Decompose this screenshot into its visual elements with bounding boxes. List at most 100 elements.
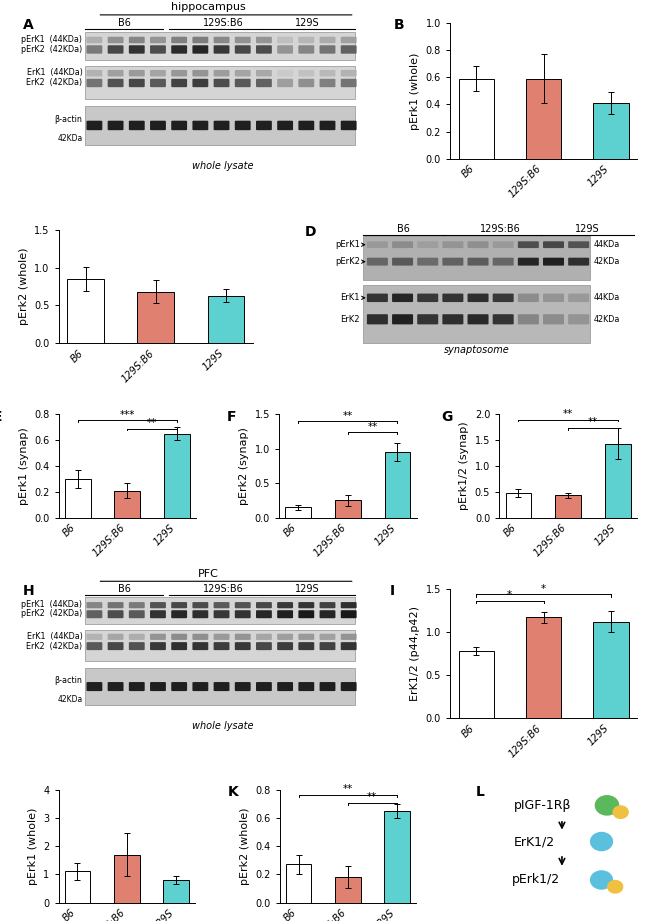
Y-axis label: pErk2 (whole): pErk2 (whole) xyxy=(240,808,250,885)
Bar xyxy=(458,651,493,718)
Y-axis label: pErk2 (synap): pErk2 (synap) xyxy=(239,427,249,505)
FancyBboxPatch shape xyxy=(171,642,187,650)
Text: 42KDa: 42KDa xyxy=(593,315,619,324)
Text: F: F xyxy=(227,410,236,425)
FancyBboxPatch shape xyxy=(320,611,335,618)
FancyBboxPatch shape xyxy=(192,37,208,43)
FancyBboxPatch shape xyxy=(417,258,438,265)
FancyBboxPatch shape xyxy=(341,45,357,53)
FancyBboxPatch shape xyxy=(367,294,388,302)
FancyBboxPatch shape xyxy=(277,79,293,87)
FancyBboxPatch shape xyxy=(86,45,102,53)
FancyBboxPatch shape xyxy=(341,37,357,43)
FancyBboxPatch shape xyxy=(150,642,166,650)
Text: B6: B6 xyxy=(118,584,131,593)
Circle shape xyxy=(595,796,619,815)
FancyBboxPatch shape xyxy=(129,70,145,76)
FancyBboxPatch shape xyxy=(298,602,314,608)
Circle shape xyxy=(608,880,623,893)
FancyBboxPatch shape xyxy=(86,611,102,618)
FancyBboxPatch shape xyxy=(214,121,229,130)
FancyBboxPatch shape xyxy=(235,79,251,87)
FancyBboxPatch shape xyxy=(171,70,187,76)
FancyBboxPatch shape xyxy=(235,37,251,43)
FancyBboxPatch shape xyxy=(320,37,335,43)
FancyBboxPatch shape xyxy=(417,294,438,302)
FancyBboxPatch shape xyxy=(108,70,124,76)
Bar xyxy=(163,880,188,903)
FancyBboxPatch shape xyxy=(320,634,335,640)
Text: pErK1  (44KDa): pErK1 (44KDa) xyxy=(21,34,83,43)
Text: **: ** xyxy=(588,417,598,427)
Y-axis label: pErk1/2 (synap): pErk1/2 (synap) xyxy=(460,422,469,510)
Bar xyxy=(114,855,140,903)
Bar xyxy=(286,865,311,903)
FancyBboxPatch shape xyxy=(367,241,388,248)
FancyBboxPatch shape xyxy=(443,241,463,248)
FancyBboxPatch shape xyxy=(518,294,539,302)
Text: I: I xyxy=(390,584,395,598)
FancyBboxPatch shape xyxy=(341,682,357,691)
FancyBboxPatch shape xyxy=(214,45,229,53)
Text: 44KDa: 44KDa xyxy=(593,293,619,302)
Bar xyxy=(85,598,355,624)
FancyBboxPatch shape xyxy=(150,37,166,43)
FancyBboxPatch shape xyxy=(150,611,166,618)
FancyBboxPatch shape xyxy=(277,70,293,76)
Bar xyxy=(65,479,90,518)
FancyBboxPatch shape xyxy=(341,642,357,650)
FancyBboxPatch shape xyxy=(129,682,145,691)
Text: K: K xyxy=(227,785,239,799)
Bar xyxy=(85,106,355,146)
FancyBboxPatch shape xyxy=(150,70,166,76)
FancyBboxPatch shape xyxy=(256,70,272,76)
Bar xyxy=(85,668,355,705)
Text: whole lysate: whole lysate xyxy=(192,721,254,730)
Bar xyxy=(605,444,630,518)
FancyBboxPatch shape xyxy=(86,37,102,43)
FancyBboxPatch shape xyxy=(235,642,251,650)
Text: whole lysate: whole lysate xyxy=(192,161,254,171)
FancyBboxPatch shape xyxy=(171,602,187,608)
FancyBboxPatch shape xyxy=(277,45,293,53)
Text: pErK2  (42KDa): pErK2 (42KDa) xyxy=(21,44,83,53)
FancyBboxPatch shape xyxy=(443,258,463,265)
Y-axis label: pErk1 (whole): pErk1 (whole) xyxy=(28,808,38,885)
FancyBboxPatch shape xyxy=(392,241,413,248)
FancyBboxPatch shape xyxy=(108,634,124,640)
FancyBboxPatch shape xyxy=(86,602,102,608)
Text: β-actin: β-actin xyxy=(55,115,83,123)
Text: E: E xyxy=(0,410,2,425)
FancyBboxPatch shape xyxy=(367,314,388,324)
FancyBboxPatch shape xyxy=(277,602,293,608)
FancyBboxPatch shape xyxy=(192,79,208,87)
Bar xyxy=(458,78,493,158)
FancyBboxPatch shape xyxy=(467,314,489,324)
FancyBboxPatch shape xyxy=(108,611,124,618)
Text: L: L xyxy=(476,785,485,799)
FancyBboxPatch shape xyxy=(298,634,314,640)
Bar xyxy=(335,877,361,903)
Text: hippocampus: hippocampus xyxy=(171,2,246,12)
Text: 129S: 129S xyxy=(575,224,600,234)
FancyBboxPatch shape xyxy=(150,682,166,691)
FancyBboxPatch shape xyxy=(171,121,187,130)
Bar xyxy=(85,32,355,60)
FancyBboxPatch shape xyxy=(392,258,413,265)
FancyBboxPatch shape xyxy=(129,121,145,130)
FancyBboxPatch shape xyxy=(171,45,187,53)
FancyBboxPatch shape xyxy=(192,121,208,130)
FancyBboxPatch shape xyxy=(493,314,514,324)
FancyBboxPatch shape xyxy=(256,121,272,130)
FancyBboxPatch shape xyxy=(518,314,539,324)
FancyBboxPatch shape xyxy=(298,611,314,618)
FancyBboxPatch shape xyxy=(341,121,357,130)
FancyBboxPatch shape xyxy=(543,314,564,324)
FancyBboxPatch shape xyxy=(298,37,314,43)
FancyBboxPatch shape xyxy=(214,79,229,87)
Text: **: ** xyxy=(563,409,573,419)
Text: ErK1  (44KDa): ErK1 (44KDa) xyxy=(27,68,83,77)
Bar xyxy=(384,810,410,903)
Text: ErK1: ErK1 xyxy=(341,293,360,302)
Bar xyxy=(335,500,361,518)
